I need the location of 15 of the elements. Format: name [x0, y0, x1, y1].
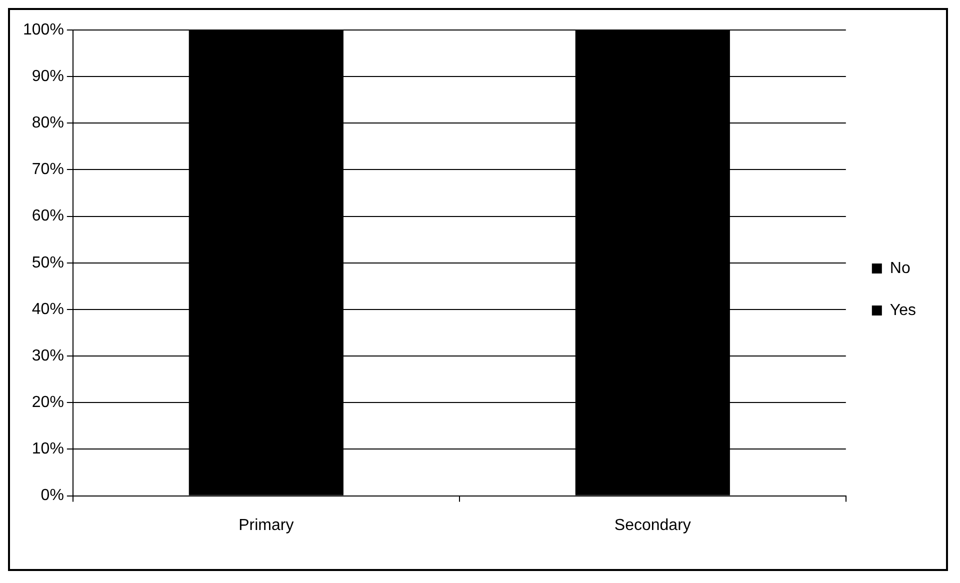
y-tick-label: 10% [32, 440, 64, 458]
y-tick-label: 0% [40, 487, 64, 504]
x-tick-label: Secondary [614, 516, 691, 534]
y-tick-label: 70% [32, 161, 64, 178]
legend-label: Yes [890, 302, 916, 319]
y-tick-label: 50% [32, 254, 64, 272]
legend-label: No [890, 260, 910, 277]
y-tick-label: 30% [32, 347, 64, 364]
y-tick-label: 100% [23, 21, 64, 38]
y-tick-label: 80% [32, 114, 64, 132]
y-tick-label: 60% [32, 208, 64, 225]
x-tick-label: Primary [238, 516, 294, 534]
y-tick-label: 90% [32, 68, 64, 85]
y-tick-label: 20% [32, 394, 64, 412]
y-tick-label: 40% [32, 300, 64, 318]
